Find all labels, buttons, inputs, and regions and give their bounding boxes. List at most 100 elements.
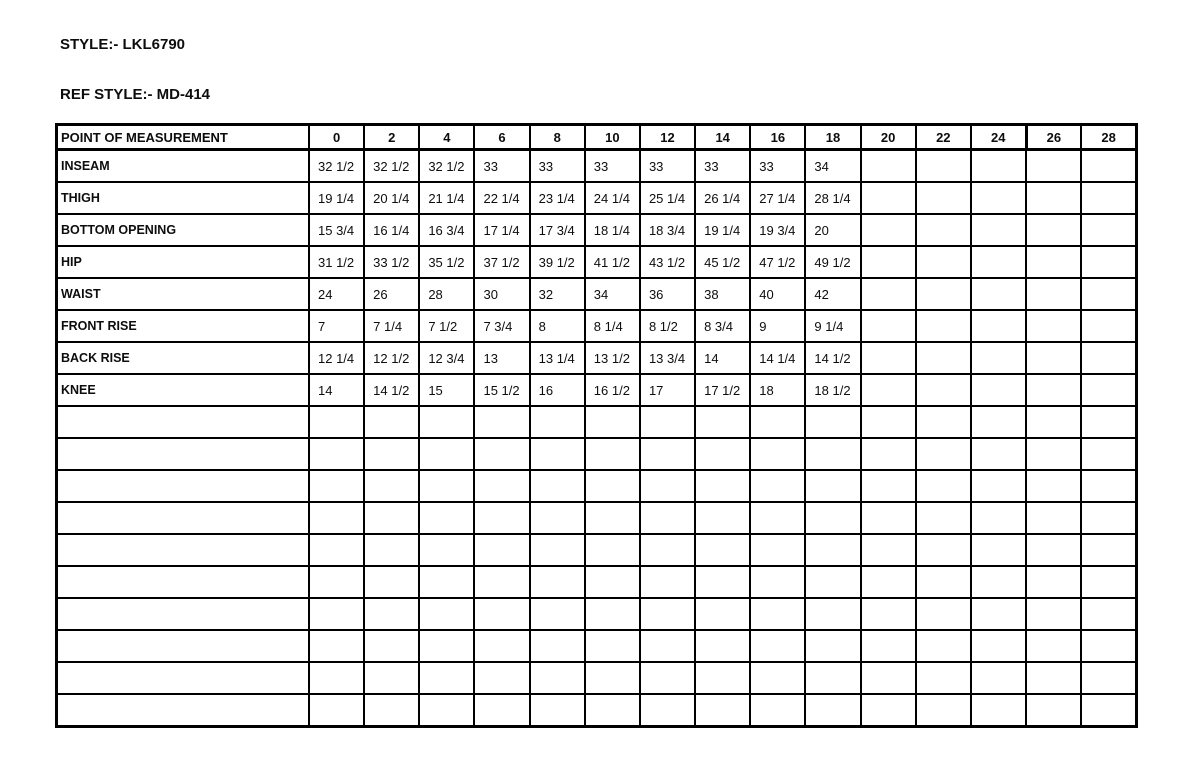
- measurement-value-cell: 43 1/2: [638, 245, 697, 279]
- table-row: [55, 597, 1138, 631]
- measurement-value-cell: [694, 693, 752, 728]
- table-header-row: POINT OF MEASUREMENT 0 2 4 6 8 10 12 14 16 18 20 22 2…: [55, 123, 1138, 151]
- measurement-value-cell: [307, 437, 366, 471]
- measurement-value-cell: 18 1/4: [583, 213, 641, 247]
- measurement-value-cell: 45 1/2: [694, 245, 752, 279]
- measurement-value-cell: [307, 405, 366, 439]
- measurement-value-cell: [1025, 661, 1083, 695]
- measurement-value-cell: [859, 309, 917, 343]
- measurement-value-cell: [363, 437, 421, 471]
- measurement-value-cell: [804, 629, 862, 663]
- measurement-value-cell: [749, 469, 807, 503]
- measurement-value-cell: 13 1/2: [583, 341, 641, 375]
- measurement-value-cell: [583, 437, 641, 471]
- measurement-value-cell: [1080, 245, 1138, 279]
- measurement-value-cell: [914, 597, 972, 631]
- measurement-value-cell: 16 1/4: [363, 213, 421, 247]
- measurement-value-cell: [1080, 565, 1138, 599]
- measurement-value-cell: [473, 501, 531, 535]
- table-row: HIP 31 1/2 33 1/2 35 1/2 37 1/2 39 1/2 41 1/2 4…: [55, 245, 1138, 279]
- measurement-value-cell: [804, 405, 862, 439]
- measurement-value-cell: 33: [638, 148, 697, 183]
- measurement-value-cell: 18: [749, 373, 807, 407]
- measurement-value-cell: [859, 661, 917, 695]
- measurement-label: WAIST: [55, 277, 310, 311]
- table-row: [55, 693, 1138, 728]
- measurement-value-cell: [638, 501, 697, 535]
- measurement-value-cell: [363, 565, 421, 599]
- measurement-value-cell: 14: [694, 341, 752, 375]
- measurement-value-cell: [583, 469, 641, 503]
- measurement-value-cell: 28: [418, 277, 476, 311]
- measurement-value-cell: [418, 405, 476, 439]
- measurement-value-cell: [749, 405, 807, 439]
- measurement-label: FRONT RISE: [55, 309, 310, 343]
- size-column-header: 22: [914, 123, 972, 151]
- measurement-value-cell: [859, 373, 917, 407]
- measurement-value-cell: [1080, 405, 1138, 439]
- measurement-value-cell: 16 3/4: [418, 213, 476, 247]
- measurement-value-cell: [969, 213, 1028, 247]
- measurement-value-cell: [859, 341, 917, 375]
- measurement-value-cell: [1080, 533, 1138, 567]
- measurement-value-cell: 42: [804, 277, 862, 311]
- measurement-value-cell: [969, 693, 1028, 728]
- measurement-value-cell: 12 3/4: [418, 341, 476, 375]
- measurement-value-cell: 18 3/4: [638, 213, 697, 247]
- measurement-value-cell: [969, 661, 1028, 695]
- measurement-value-cell: [418, 437, 476, 471]
- measurement-label: INSEAM: [55, 148, 310, 183]
- table-row: WAIST 24 26 28 30 32 34 36 38 40 42: [55, 277, 1138, 311]
- measurement-value-cell: [638, 533, 697, 567]
- measurement-value-cell: [1080, 501, 1138, 535]
- measurement-value-cell: 33: [583, 148, 641, 183]
- measurement-value-cell: [1025, 373, 1083, 407]
- measurement-value-cell: [473, 565, 531, 599]
- measurement-value-cell: 15 3/4: [307, 213, 366, 247]
- measurement-value-cell: [307, 597, 366, 631]
- measurement-value-cell: [307, 661, 366, 695]
- measurement-value-cell: [473, 437, 531, 471]
- measurement-value-cell: [749, 661, 807, 695]
- measurement-value-cell: [749, 437, 807, 471]
- measurement-label: [55, 565, 310, 599]
- measurement-value-cell: [969, 181, 1028, 215]
- measurement-value-cell: 8 1/2: [638, 309, 697, 343]
- table-row: [55, 405, 1138, 439]
- size-column-header: 0: [307, 123, 366, 151]
- measurement-value-cell: 15: [418, 373, 476, 407]
- measurement-value-cell: 33 1/2: [363, 245, 421, 279]
- measurement-value-cell: [1025, 565, 1083, 599]
- measurement-value-cell: 7: [307, 309, 366, 343]
- measurement-value-cell: [859, 245, 917, 279]
- measurement-value-cell: [1080, 148, 1138, 183]
- measurement-value-cell: [473, 597, 531, 631]
- size-column-header: 2: [363, 123, 421, 151]
- measurement-value-cell: [638, 693, 697, 728]
- measurement-label: [55, 533, 310, 567]
- measurement-value-cell: [1025, 245, 1083, 279]
- measurement-value-cell: [969, 533, 1028, 567]
- measurement-value-cell: [528, 501, 586, 535]
- measurement-value-cell: 27 1/4: [749, 181, 807, 215]
- measurement-spec-table: POINT OF MEASUREMENT 0 2 4 6 8 10 12 14 16 18 20 22 2…: [55, 123, 1138, 728]
- measurement-value-cell: [969, 341, 1028, 375]
- table-row: BACK RISE 12 1/4 12 1/2 12 3/4 13 13 1/4 13 1/…: [55, 341, 1138, 375]
- measurement-value-cell: 33: [749, 148, 807, 183]
- measurement-value-cell: [694, 597, 752, 631]
- measurement-value-cell: [638, 565, 697, 599]
- measurement-value-cell: [1080, 181, 1138, 215]
- measurement-value-cell: [859, 181, 917, 215]
- measurement-value-cell: [363, 693, 421, 728]
- measurement-value-cell: [528, 565, 586, 599]
- measurement-value-cell: [363, 533, 421, 567]
- measurement-value-cell: [914, 181, 972, 215]
- measurement-value-cell: 30: [473, 277, 531, 311]
- measurement-value-cell: [528, 597, 586, 631]
- measurement-value-cell: [418, 693, 476, 728]
- measurement-value-cell: [638, 597, 697, 631]
- measurement-label: [55, 437, 310, 471]
- table-row: [55, 437, 1138, 471]
- measurement-value-cell: 33: [528, 148, 586, 183]
- measurement-value-cell: [418, 629, 476, 663]
